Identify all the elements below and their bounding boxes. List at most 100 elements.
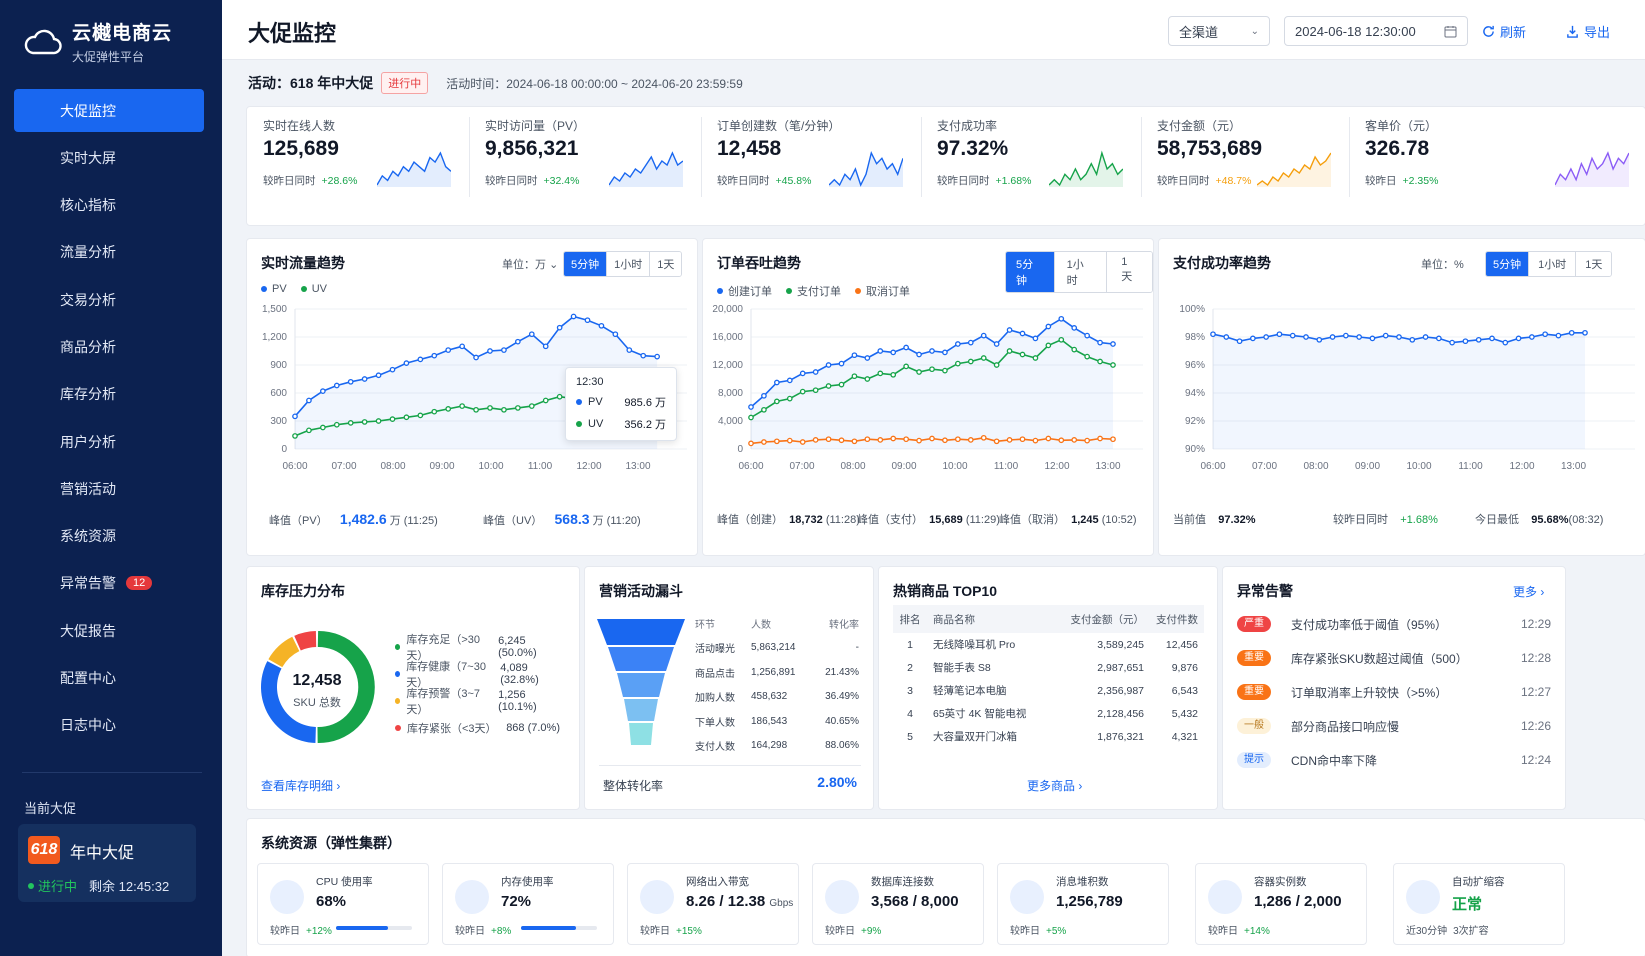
more-products-link[interactable]: 更多商品 › bbox=[1027, 777, 1082, 794]
data-point[interactable] bbox=[851, 373, 858, 380]
data-point[interactable] bbox=[929, 435, 935, 442]
data-point[interactable] bbox=[967, 339, 974, 346]
current-promo-card[interactable]: 618 年中大促 进行中 剩余 12:45:32 bbox=[18, 824, 196, 902]
data-point[interactable] bbox=[1032, 335, 1039, 342]
kpi-card[interactable]: 支付金额（元） 58,753,689 较昨日同时 +48.7% bbox=[1141, 107, 1349, 207]
data-point[interactable] bbox=[361, 419, 368, 425]
data-point[interactable] bbox=[1489, 335, 1495, 342]
data-point[interactable] bbox=[1303, 334, 1309, 340]
data-point[interactable] bbox=[799, 388, 806, 395]
inventory-detail-link[interactable]: 查看库存明细 › bbox=[261, 777, 340, 794]
data-point[interactable] bbox=[1236, 338, 1243, 345]
data-point[interactable] bbox=[1071, 346, 1078, 353]
data-point[interactable] bbox=[375, 372, 382, 379]
data-point[interactable] bbox=[877, 437, 884, 443]
data-point[interactable] bbox=[459, 343, 465, 350]
table-row[interactable]: 1 无线降噪耳机 Pro 3,589,245 12,456 bbox=[893, 633, 1204, 656]
data-point[interactable] bbox=[786, 377, 793, 384]
legend-pv[interactable]: PV bbox=[261, 283, 287, 295]
data-point[interactable] bbox=[626, 347, 633, 353]
data-point[interactable] bbox=[1019, 330, 1026, 337]
data-point[interactable] bbox=[748, 440, 754, 447]
data-point[interactable] bbox=[799, 370, 806, 377]
export-button[interactable]: 导出 bbox=[1566, 22, 1610, 41]
data-point[interactable] bbox=[1250, 335, 1256, 342]
data-point[interactable] bbox=[864, 436, 871, 443]
data-point[interactable] bbox=[1045, 435, 1052, 442]
data-point[interactable] bbox=[556, 324, 563, 331]
inventory-donut-chart[interactable] bbox=[257, 627, 377, 747]
data-point[interactable] bbox=[786, 437, 793, 444]
data-point[interactable] bbox=[1097, 339, 1103, 346]
funnel-row[interactable]: 加购人数 458,632 36.49% bbox=[695, 685, 859, 710]
data-point[interactable] bbox=[375, 418, 382, 424]
alert-item[interactable]: 一般 部分商品接口响应慢 12:26 bbox=[1237, 709, 1551, 743]
data-point[interactable] bbox=[955, 436, 961, 443]
data-point[interactable] bbox=[487, 405, 493, 411]
data-point[interactable] bbox=[1369, 335, 1376, 342]
sidebar-item-server[interactable]: 系统资源 bbox=[14, 515, 204, 558]
data-point[interactable] bbox=[292, 413, 298, 420]
datetime-picker[interactable]: 2024-06-18 12:30:00 bbox=[1284, 16, 1468, 46]
data-point[interactable] bbox=[473, 354, 479, 361]
resource-card[interactable]: 自动扩缩容 正常 近30分钟 3次扩容 bbox=[1393, 863, 1565, 945]
data-point[interactable] bbox=[1045, 323, 1052, 330]
data-point[interactable] bbox=[761, 406, 767, 413]
sidebar-item-screen[interactable]: 实时大屏 bbox=[14, 136, 204, 179]
donut-slice[interactable] bbox=[268, 636, 300, 668]
payrate-line-chart[interactable]: 90% 92% 94% 96% 98% 100% 06:00 07:00 08:00 09:00 1… bbox=[1159, 299, 1645, 499]
data-point[interactable] bbox=[877, 370, 884, 377]
data-point[interactable] bbox=[1502, 339, 1509, 346]
data-point[interactable] bbox=[825, 436, 832, 443]
data-point[interactable] bbox=[1006, 437, 1013, 443]
data-point[interactable] bbox=[292, 433, 298, 439]
data-point[interactable] bbox=[1356, 334, 1362, 340]
alerts-more-link[interactable]: 更多 › bbox=[1513, 583, 1544, 600]
legend-item[interactable]: 库存预警（3~7天） 1,256 (10.1%) bbox=[395, 687, 560, 716]
data-point[interactable] bbox=[1084, 332, 1090, 339]
data-point[interactable] bbox=[1263, 334, 1269, 340]
data-point[interactable] bbox=[654, 353, 660, 360]
data-point[interactable] bbox=[993, 362, 1000, 368]
data-point[interactable] bbox=[1289, 332, 1296, 339]
data-point[interactable] bbox=[403, 414, 410, 421]
data-point[interactable] bbox=[403, 360, 410, 366]
data-point[interactable] bbox=[542, 397, 549, 404]
data-point[interactable] bbox=[1110, 341, 1116, 347]
data-point[interactable] bbox=[1316, 336, 1323, 343]
data-point[interactable] bbox=[1058, 336, 1065, 343]
legend-uv[interactable]: UV bbox=[300, 283, 327, 295]
donut-slice[interactable] bbox=[317, 631, 375, 744]
data-point[interactable] bbox=[967, 358, 974, 365]
data-point[interactable] bbox=[761, 439, 767, 445]
data-point[interactable] bbox=[980, 355, 987, 361]
data-point[interactable] bbox=[877, 348, 884, 354]
tab-5min[interactable]: 5分钟 bbox=[1486, 252, 1529, 276]
data-point[interactable] bbox=[851, 438, 858, 445]
alert-item[interactable]: 重要 库存紧张SKU数超过阈值（500） 12:28 bbox=[1237, 641, 1551, 675]
data-point[interactable] bbox=[748, 404, 754, 410]
data-point[interactable] bbox=[1276, 331, 1283, 338]
data-point[interactable] bbox=[417, 356, 424, 363]
data-point[interactable] bbox=[916, 369, 922, 375]
data-point[interactable] bbox=[838, 381, 845, 388]
data-point[interactable] bbox=[306, 397, 312, 404]
data-point[interactable] bbox=[389, 366, 396, 373]
data-point[interactable] bbox=[1542, 331, 1548, 338]
sidebar-item-inventory[interactable]: 库存分析 bbox=[14, 373, 204, 416]
data-point[interactable] bbox=[774, 379, 780, 386]
funnel-row[interactable]: 商品点击 1,256,891 21.43% bbox=[695, 660, 859, 685]
data-point[interactable] bbox=[967, 437, 974, 443]
data-point[interactable] bbox=[445, 347, 452, 353]
data-point[interactable] bbox=[851, 352, 858, 359]
data-point[interactable] bbox=[320, 388, 326, 394]
resource-card[interactable]: 消息堆积数 1,256,789 较昨日 +5% bbox=[997, 863, 1169, 945]
sidebar-item-megaphone[interactable]: 营销活动 bbox=[14, 467, 204, 510]
sidebar-item-gear[interactable]: 配置中心 bbox=[14, 657, 204, 700]
data-point[interactable] bbox=[942, 349, 948, 356]
data-point[interactable] bbox=[864, 355, 871, 361]
data-point[interactable] bbox=[1045, 342, 1052, 349]
table-row[interactable]: 2 智能手表 S8 2,987,651 9,876 bbox=[893, 656, 1204, 679]
funnel-row[interactable]: 支付人数 164,298 88.06% bbox=[695, 734, 859, 759]
data-point[interactable] bbox=[640, 352, 647, 359]
